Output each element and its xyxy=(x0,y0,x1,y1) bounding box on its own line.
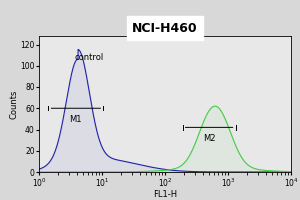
Text: control: control xyxy=(75,52,104,62)
Title: NCI-H460: NCI-H460 xyxy=(132,22,198,35)
Text: M2: M2 xyxy=(203,134,215,143)
X-axis label: FL1-H: FL1-H xyxy=(153,190,177,199)
Y-axis label: Counts: Counts xyxy=(10,89,19,119)
Text: M1: M1 xyxy=(70,115,82,124)
